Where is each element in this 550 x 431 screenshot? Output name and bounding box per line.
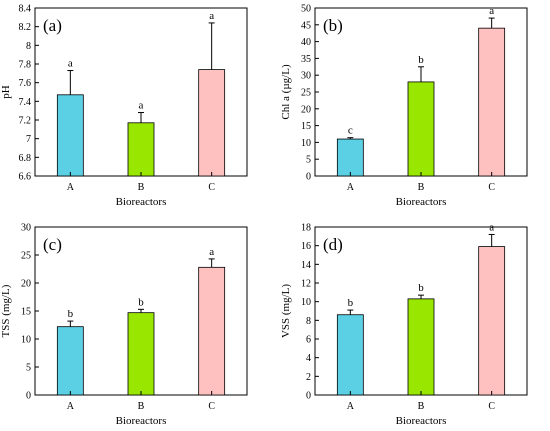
significance-label: b: [348, 297, 354, 309]
bar: [127, 122, 155, 177]
y-tick-label: 25: [21, 251, 31, 262]
y-tick-label: 0: [306, 172, 311, 183]
y-tick-label: 50: [301, 4, 311, 15]
y-tick-label: 7.4: [19, 97, 32, 108]
chart-panel: 6.6 6.8 7 7.2 7.4 7.6 7.8 8 8.2 8.4 a Aa Ba C Bioreact…: [0, 4, 248, 208]
bar: [336, 314, 364, 396]
y-tick-label: 4: [306, 353, 311, 364]
x-axis-title: Bioreactors: [396, 415, 447, 427]
x-tick-label: C: [488, 182, 495, 193]
y-tick-label: 18: [301, 223, 311, 234]
x-tick-label: C: [488, 401, 495, 412]
panel-label: (a): [43, 16, 62, 35]
y-tick-label: 10: [21, 335, 31, 346]
y-tick-label: 6: [306, 335, 311, 346]
y-tick-label: 5: [306, 155, 311, 166]
panel-label: (c): [43, 235, 62, 254]
y-tick-label: 0: [26, 391, 31, 402]
y-tick-label: 30: [301, 71, 311, 82]
bar: [56, 94, 84, 177]
x-axis-title: Bioreactors: [116, 415, 167, 427]
bar: [56, 326, 84, 396]
y-tick-label: 7.8: [19, 60, 32, 71]
panel-label: (d): [323, 235, 343, 254]
x-tick-label: B: [138, 401, 145, 412]
y-tick-label: 30: [21, 223, 31, 234]
y-tick-label: 15: [301, 121, 311, 132]
significance-label: b: [138, 296, 144, 308]
y-tick-label: 8.2: [19, 22, 32, 33]
bar: [198, 69, 226, 177]
significance-label: b: [418, 54, 424, 66]
x-tick-label: B: [418, 401, 425, 412]
y-tick-label: 6.8: [19, 153, 32, 164]
significance-label: a: [489, 5, 494, 17]
y-tick-label: 0: [306, 391, 311, 402]
significance-label: a: [209, 10, 214, 22]
y-tick-label: 35: [301, 54, 311, 65]
y-axis-title: pH: [0, 85, 12, 99]
x-tick-label: A: [67, 401, 75, 412]
significance-label: b: [418, 282, 424, 294]
y-axis-title: VSS (mg/L): [280, 284, 292, 338]
x-tick-label: A: [67, 182, 75, 193]
x-tick-label: A: [347, 401, 355, 412]
significance-label: a: [139, 100, 144, 112]
y-tick-label: 20: [21, 279, 31, 290]
bar: [407, 298, 435, 396]
y-tick-label: 7: [26, 134, 31, 145]
significance-label: c: [348, 125, 353, 137]
y-tick-label: 45: [301, 20, 311, 31]
significance-label: a: [209, 246, 214, 258]
y-axis-title: TSS (mg/L): [0, 284, 12, 337]
x-axis-title: Bioreactors: [396, 196, 447, 208]
bar: [478, 27, 506, 177]
y-tick-label: 20: [301, 104, 311, 115]
y-tick-label: 2: [306, 372, 311, 383]
y-tick-label: 40: [301, 37, 311, 48]
x-tick-label: C: [208, 182, 215, 193]
y-tick-label: 10: [301, 297, 311, 308]
y-tick-label: 8.4: [19, 4, 32, 15]
y-tick-label: 12: [301, 279, 311, 290]
y-tick-label: 16: [301, 241, 311, 252]
chart-panel: 0 2 4 6 8 10 12 14 16 18 b Ab Ba C Bioreactors VSS (mg/…: [280, 221, 528, 427]
bar: [478, 246, 506, 396]
y-tick-label: 15: [21, 307, 31, 318]
bar: [336, 138, 364, 177]
y-tick-label: 5: [26, 363, 31, 374]
chart-panel: 0 5 10 15 20 25 30 35 40 45 50 c Ab Ba C Bioreactors Chl…: [280, 4, 528, 208]
y-tick-label: 7.6: [19, 78, 32, 89]
y-tick-label: 6.6: [19, 172, 32, 183]
y-axis-title: Chl a (µg/L): [280, 64, 292, 120]
x-axis-title: Bioreactors: [116, 196, 167, 208]
chart-panel: 0 5 10 15 20 25 30 b Ab Ba C Bioreactors TSS (mg/L) (…: [0, 223, 248, 427]
bar: [198, 266, 226, 396]
y-tick-label: 25: [301, 88, 311, 99]
x-tick-label: A: [347, 182, 355, 193]
x-tick-label: B: [418, 182, 425, 193]
significance-label: a: [489, 221, 494, 233]
x-tick-label: C: [208, 401, 215, 412]
y-tick-label: 14: [301, 260, 311, 271]
significance-label: b: [68, 308, 74, 320]
panel-label: (b): [323, 16, 343, 35]
y-tick-label: 10: [301, 138, 311, 149]
y-tick-label: 7.2: [19, 116, 32, 127]
y-tick-label: 8: [306, 316, 311, 327]
bar: [407, 81, 435, 177]
x-tick-label: B: [138, 182, 145, 193]
significance-label: a: [68, 58, 73, 70]
bar: [127, 312, 155, 396]
y-tick-label: 8: [26, 41, 31, 52]
